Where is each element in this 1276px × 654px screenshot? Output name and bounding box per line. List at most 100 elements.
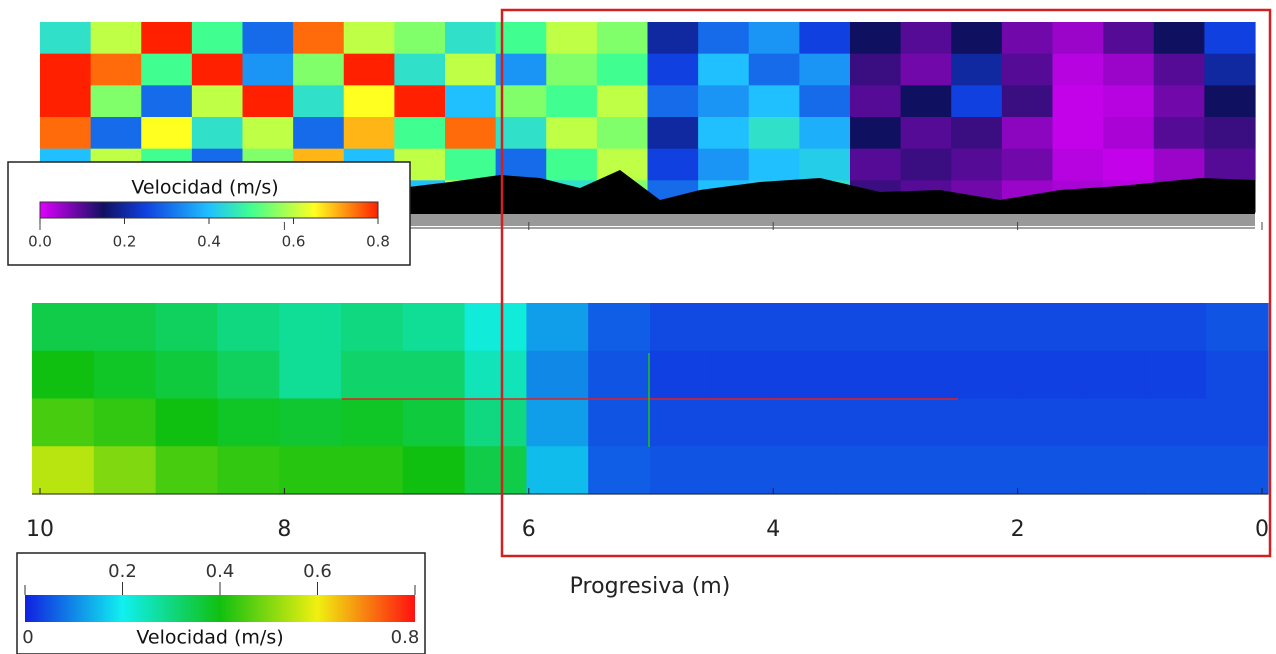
heatmap-cell bbox=[897, 398, 960, 447]
heatmap-cell bbox=[464, 398, 527, 447]
heatmap-cell bbox=[951, 85, 1003, 118]
heatmap-cell bbox=[242, 22, 294, 55]
heatmap-cell bbox=[1001, 53, 1054, 86]
heatmap-cell bbox=[40, 22, 92, 55]
heatmap-cell bbox=[93, 446, 157, 495]
heatmap-cell bbox=[850, 148, 902, 181]
heatmap-cell bbox=[341, 398, 404, 447]
heatmap-cell bbox=[394, 117, 446, 150]
heatmap-cell bbox=[1082, 398, 1145, 447]
heatmap-cell bbox=[445, 22, 497, 55]
heatmap-cell bbox=[1206, 446, 1269, 495]
heatmap-cell bbox=[773, 350, 836, 400]
heatmap-cell bbox=[495, 53, 547, 86]
heatmap-cell bbox=[32, 303, 95, 352]
heatmap-cell bbox=[650, 350, 713, 400]
heatmap-cell bbox=[588, 303, 651, 352]
colorbar bbox=[39, 201, 379, 219]
heatmap-cell bbox=[897, 350, 960, 400]
heatmap-cell bbox=[1001, 117, 1054, 150]
heatmap-cell bbox=[1204, 148, 1256, 181]
heatmap-cell bbox=[835, 303, 898, 352]
heatmap-cell bbox=[155, 350, 218, 400]
heatmap-cell bbox=[445, 148, 497, 181]
colorbar-title: Velocidad (m/s) bbox=[131, 177, 278, 199]
heatmap-cell bbox=[191, 22, 244, 55]
heatmap-cell bbox=[596, 22, 649, 55]
heatmap-cell bbox=[1103, 148, 1155, 181]
heatmap-cell bbox=[445, 53, 497, 86]
x-tick-label: 2 bbox=[1011, 517, 1025, 542]
heatmap-cell bbox=[850, 117, 902, 150]
heatmap-cell bbox=[90, 53, 142, 86]
heatmap-cell bbox=[40, 53, 92, 86]
heatmap-cell bbox=[1204, 53, 1256, 86]
heatmap-cell bbox=[959, 350, 1022, 400]
heatmap-cell bbox=[341, 350, 404, 400]
heatmap-cell bbox=[900, 85, 952, 118]
heatmap-cell bbox=[951, 53, 1003, 86]
heatmap-cell bbox=[1001, 148, 1054, 181]
heatmap-cell bbox=[1020, 350, 1084, 400]
heatmap-cell bbox=[155, 303, 218, 352]
colorbar-title: Velocidad (m/s) bbox=[136, 627, 283, 649]
heatmap-cell bbox=[141, 117, 193, 150]
heatmap-cell bbox=[951, 148, 1003, 181]
heatmap-cell bbox=[799, 148, 851, 181]
heatmap-cell bbox=[897, 446, 960, 495]
heatmap-cell bbox=[650, 398, 713, 447]
colorbar-tick-label: 0.6 bbox=[303, 561, 332, 582]
heatmap-cell bbox=[900, 22, 952, 55]
heatmap-cell bbox=[279, 398, 342, 447]
heatmap-cell bbox=[32, 398, 95, 447]
heatmap-cell bbox=[32, 350, 95, 400]
heatmap-cell bbox=[1153, 148, 1205, 181]
heatmap-cell bbox=[402, 398, 466, 447]
heatmap-cell bbox=[546, 117, 598, 150]
x-tick-label: 0 bbox=[1255, 517, 1269, 542]
heatmap-cell bbox=[90, 117, 142, 150]
heatmap-cell bbox=[526, 398, 589, 447]
heatmap-cell bbox=[1206, 303, 1269, 352]
heatmap-cell bbox=[773, 398, 836, 447]
heatmap-cell bbox=[748, 148, 800, 181]
heatmap-cell bbox=[546, 22, 598, 55]
heatmap-cell bbox=[343, 22, 395, 55]
heatmap-cell bbox=[546, 148, 598, 181]
heatmap-cell bbox=[951, 117, 1003, 150]
heatmap-cell bbox=[698, 148, 750, 181]
heatmap-cell bbox=[1103, 22, 1155, 55]
heatmap-cell bbox=[596, 85, 649, 118]
heatmap-cell bbox=[647, 148, 699, 181]
heatmap-cell bbox=[343, 85, 395, 118]
colorbar-tick-label: 0.2 bbox=[113, 233, 137, 251]
x-tick-label: 10 bbox=[26, 517, 54, 542]
heatmap-cell bbox=[93, 398, 157, 447]
heatmap-cell bbox=[748, 22, 800, 55]
x-tick-label: 4 bbox=[766, 517, 780, 542]
heatmap-cell bbox=[1153, 53, 1205, 86]
heatmap-cell bbox=[647, 22, 699, 55]
heatmap-cell bbox=[799, 117, 851, 150]
heatmap-cell bbox=[711, 446, 775, 495]
heatmap-cell bbox=[799, 53, 851, 86]
heatmap-cell bbox=[546, 85, 598, 118]
heatmap-cell bbox=[773, 303, 836, 352]
heatmap-cell bbox=[32, 446, 95, 495]
heatmap-cell bbox=[526, 350, 589, 400]
heatmap-cell bbox=[191, 117, 244, 150]
heatmap-cell bbox=[279, 350, 342, 400]
heatmap-cell bbox=[191, 85, 244, 118]
heatmap-cell bbox=[1144, 398, 1207, 447]
heatmap-cell bbox=[748, 85, 800, 118]
heatmap-cell bbox=[1204, 117, 1256, 150]
highlight-box bbox=[500, 8, 1272, 558]
heatmap-cell bbox=[279, 303, 342, 352]
heatmap-cell bbox=[588, 446, 651, 495]
heatmap-cell bbox=[711, 350, 775, 400]
heatmap-cell bbox=[959, 303, 1022, 352]
heatmap-cell bbox=[1082, 446, 1145, 495]
heatmap-cell bbox=[1052, 117, 1104, 150]
heatmap-cell bbox=[242, 53, 294, 86]
heatmap-cell bbox=[40, 117, 92, 150]
